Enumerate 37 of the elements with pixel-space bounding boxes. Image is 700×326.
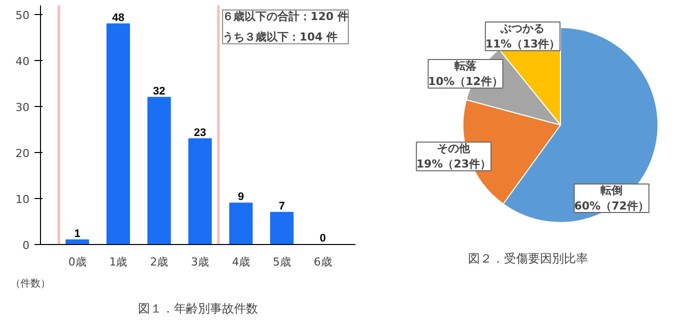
- text: 図２．受傷要因別比率: [468, 252, 588, 266]
- text: （件数）: [10, 278, 50, 290]
- y-tick-label: 40: [16, 55, 30, 68]
- data-label: 1: [74, 228, 80, 240]
- text: 図１．年齢別事故件数: [138, 302, 258, 316]
- bar: [147, 96, 171, 244]
- annotation: うち３歳以下：104 件: [222, 30, 338, 44]
- slice-label: 転倒: [600, 184, 623, 197]
- slice-label: 転落: [453, 59, 478, 72]
- x-tick-label: 6歳: [314, 256, 332, 268]
- x-tick-label: 0歳: [68, 256, 86, 268]
- x-tick-label: 2歳: [150, 256, 168, 268]
- data-label: 9: [238, 191, 244, 204]
- bar: [229, 202, 253, 244]
- y-tick-label: 20: [16, 147, 30, 160]
- bar: [270, 212, 294, 244]
- data-label: 10%（12件）: [428, 75, 503, 88]
- data-label: 32: [153, 85, 166, 98]
- x-tick-label: 4歳: [232, 256, 250, 268]
- slice-label: ぶつかる: [500, 22, 545, 36]
- data-label: 0: [320, 232, 326, 244]
- data-label: 23: [194, 126, 206, 139]
- bar: [188, 138, 212, 244]
- data-label: 60%（72件）: [574, 200, 649, 213]
- y-tick-label: 50: [16, 9, 30, 22]
- data-label: 11%（13件）: [485, 38, 560, 51]
- x-tick-label: 3歳: [191, 256, 210, 268]
- y-tick-label: 10: [16, 193, 30, 206]
- data-label: 7: [278, 200, 285, 212]
- x-tick-label: 5歳: [272, 256, 291, 268]
- slice-label: その他: [437, 142, 472, 156]
- y-tick-label: 0: [22, 239, 30, 252]
- data-label: 48: [112, 12, 124, 24]
- x-tick-label: 1歳: [109, 256, 128, 268]
- data-label: 19%（23件）: [416, 158, 492, 171]
- y-tick-label: 30: [16, 101, 30, 114]
- bar: [106, 23, 130, 244]
